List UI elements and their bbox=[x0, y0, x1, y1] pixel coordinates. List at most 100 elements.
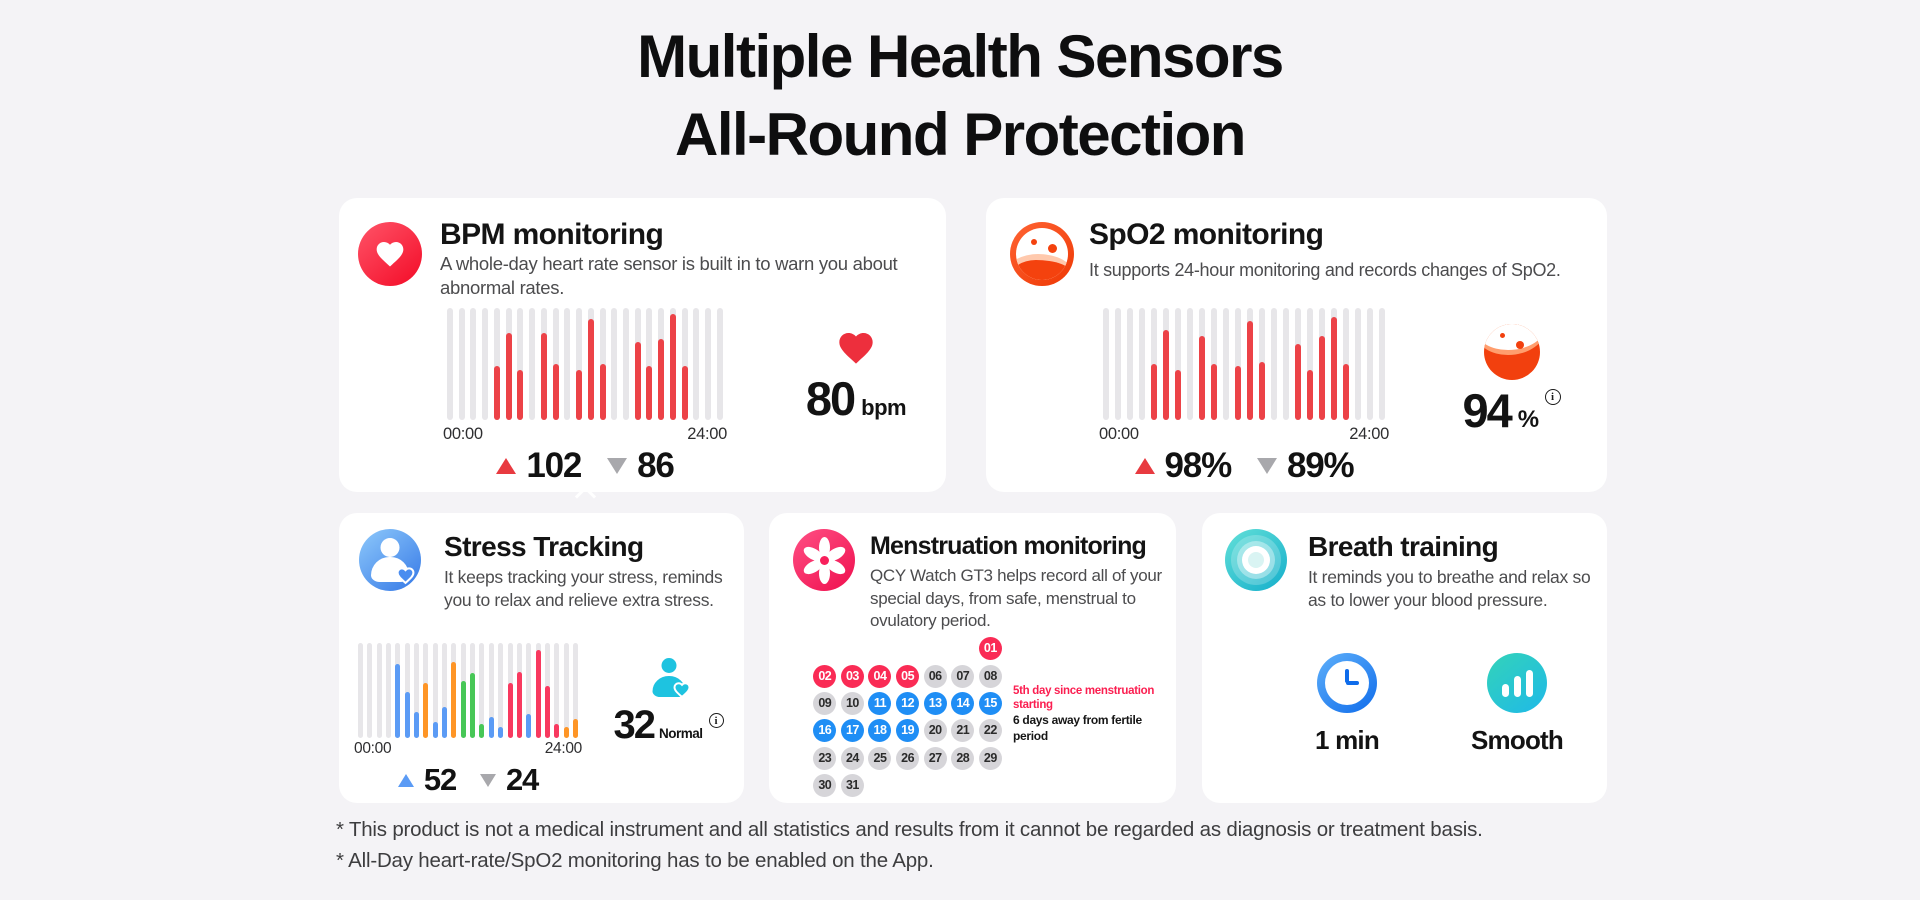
chart-bar bbox=[564, 308, 571, 420]
chart-bar bbox=[470, 308, 477, 420]
bar bbox=[1513, 676, 1521, 697]
chart-bar bbox=[572, 643, 578, 738]
footnote-app: * All-Day heart-rate/SpO2 monitoring has… bbox=[336, 849, 934, 872]
stress-card: Stress Tracking It keeps tracking your s… bbox=[339, 513, 744, 803]
time-end-label: 24:00 bbox=[1349, 425, 1389, 443]
wave bbox=[1016, 260, 1068, 280]
breath-smooth-item: Smooth bbox=[1467, 653, 1567, 756]
clock-face bbox=[1325, 661, 1369, 705]
spo2-current-value: 94 bbox=[1462, 384, 1512, 437]
chart-bar bbox=[552, 308, 559, 420]
spo2-icon bbox=[1010, 222, 1074, 286]
stress-max-value: 52 bbox=[423, 762, 457, 797]
menstruation-card: Menstruation monitoring QCY Watch GT3 he… bbox=[769, 513, 1176, 803]
calendar-cell: 16 bbox=[811, 717, 839, 744]
calendar-empty-cell bbox=[949, 635, 977, 662]
chart-bar bbox=[599, 308, 606, 420]
spo2-icon-face bbox=[1016, 228, 1068, 280]
calendar-day-11: 11 bbox=[868, 691, 892, 715]
calendar-day-07: 07 bbox=[951, 664, 975, 688]
bpm-current-value: 80 bbox=[805, 372, 856, 425]
chart-bar bbox=[442, 643, 448, 738]
calendar-cell: 05 bbox=[894, 662, 922, 689]
calendar-cell: 26 bbox=[894, 745, 922, 772]
breath-card-title: Breath training bbox=[1308, 531, 1499, 562]
calendar-cell: 02 bbox=[811, 662, 839, 689]
bar bbox=[1525, 670, 1533, 697]
calendar-annotation: 5th day since menstruation starting 6 da… bbox=[1013, 684, 1173, 744]
flower-icon bbox=[793, 529, 855, 591]
calendar-day-27: 27 bbox=[923, 746, 947, 770]
max-arrow-icon bbox=[1134, 458, 1155, 474]
calendar-day-22: 22 bbox=[978, 719, 1002, 743]
heart-icon bbox=[358, 222, 422, 286]
heart-icon bbox=[673, 682, 690, 699]
chart-bar bbox=[1283, 308, 1289, 420]
chart-bar bbox=[460, 643, 466, 738]
chart-bar bbox=[367, 643, 373, 738]
max-arrow-icon bbox=[496, 458, 517, 474]
chart-bar bbox=[505, 308, 512, 420]
chart-bar bbox=[646, 308, 653, 420]
calendar-day-05: 05 bbox=[896, 664, 920, 688]
bpm-minmax-stats: 102 86 bbox=[447, 446, 723, 486]
chart-bar bbox=[498, 643, 504, 738]
calendar-day-23: 23 bbox=[813, 746, 837, 770]
chart-bar bbox=[1199, 308, 1205, 420]
current-spo2-readout: 94 % bbox=[1424, 324, 1599, 436]
chart-bar bbox=[1103, 308, 1109, 420]
breath-smooth-label: Smooth bbox=[1471, 725, 1564, 755]
bar bbox=[1501, 684, 1509, 697]
chart-bar bbox=[447, 308, 453, 420]
spo2-card-description: It supports 24-hour monitoring and recor… bbox=[1089, 260, 1561, 280]
chart-bar bbox=[526, 643, 532, 738]
chart-bar bbox=[563, 643, 569, 738]
chart-bar bbox=[470, 643, 476, 738]
calendar-cell: 31 bbox=[839, 772, 867, 799]
chart-bar bbox=[432, 643, 438, 738]
calendar-day-30: 30 bbox=[813, 774, 837, 798]
chart-bar bbox=[1151, 308, 1157, 420]
chart-bar bbox=[1259, 308, 1265, 420]
period-calendar: 01 02 03 04 05 06 07 08 09 10 11 12 13 14 15 16 17 18 19 20… bbox=[811, 635, 1004, 799]
chart-bar bbox=[535, 643, 541, 738]
max-arrow-icon bbox=[397, 773, 414, 787]
breath-card-description: It reminds you to breathe and relax so a… bbox=[1308, 567, 1591, 610]
person-head bbox=[380, 538, 400, 557]
spo2-time-axis: 00:00 24:00 bbox=[1099, 425, 1389, 444]
calendar-cell: 11 bbox=[866, 690, 894, 717]
calendar-cell: 09 bbox=[811, 690, 839, 717]
page-title-line1: Multiple Health Sensors bbox=[637, 23, 1284, 90]
stress-time-axis: 00:00 24:00 bbox=[354, 740, 582, 758]
min-arrow-icon bbox=[480, 773, 496, 787]
petal bbox=[818, 536, 830, 558]
chart-bar bbox=[1271, 308, 1277, 420]
breath-duration-label: 1 min bbox=[1315, 725, 1380, 755]
chart-bar bbox=[386, 643, 392, 738]
chart-bar bbox=[540, 308, 547, 420]
time-start-label: 00:00 bbox=[443, 425, 483, 443]
chart-bar bbox=[681, 308, 688, 420]
annotation-menstruation: 5th day since menstruation starting bbox=[1013, 685, 1155, 711]
heart-icon bbox=[839, 333, 873, 364]
chart-bar bbox=[1187, 308, 1193, 420]
chart-bar bbox=[658, 308, 665, 420]
dot bbox=[1047, 244, 1057, 254]
stress-chart bbox=[358, 643, 578, 738]
calendar-day-10: 10 bbox=[840, 691, 864, 715]
chart-bar bbox=[423, 643, 429, 738]
calendar-empty-cell bbox=[811, 635, 839, 662]
chart-bar bbox=[404, 643, 410, 738]
chart-bar bbox=[1307, 308, 1313, 420]
min-arrow-icon bbox=[607, 458, 628, 474]
chart-bar bbox=[634, 308, 641, 420]
stress-card-description: It keeps tracking your stress, reminds y… bbox=[444, 567, 723, 610]
ring bbox=[1248, 552, 1264, 568]
calendar-cell: 27 bbox=[921, 745, 949, 772]
calendar-day-29: 29 bbox=[978, 746, 1002, 770]
chart-bar bbox=[1211, 308, 1217, 420]
chart-bar bbox=[358, 643, 363, 738]
calendar-cell: 04 bbox=[866, 662, 894, 689]
calendar-cell: 14 bbox=[949, 690, 977, 717]
